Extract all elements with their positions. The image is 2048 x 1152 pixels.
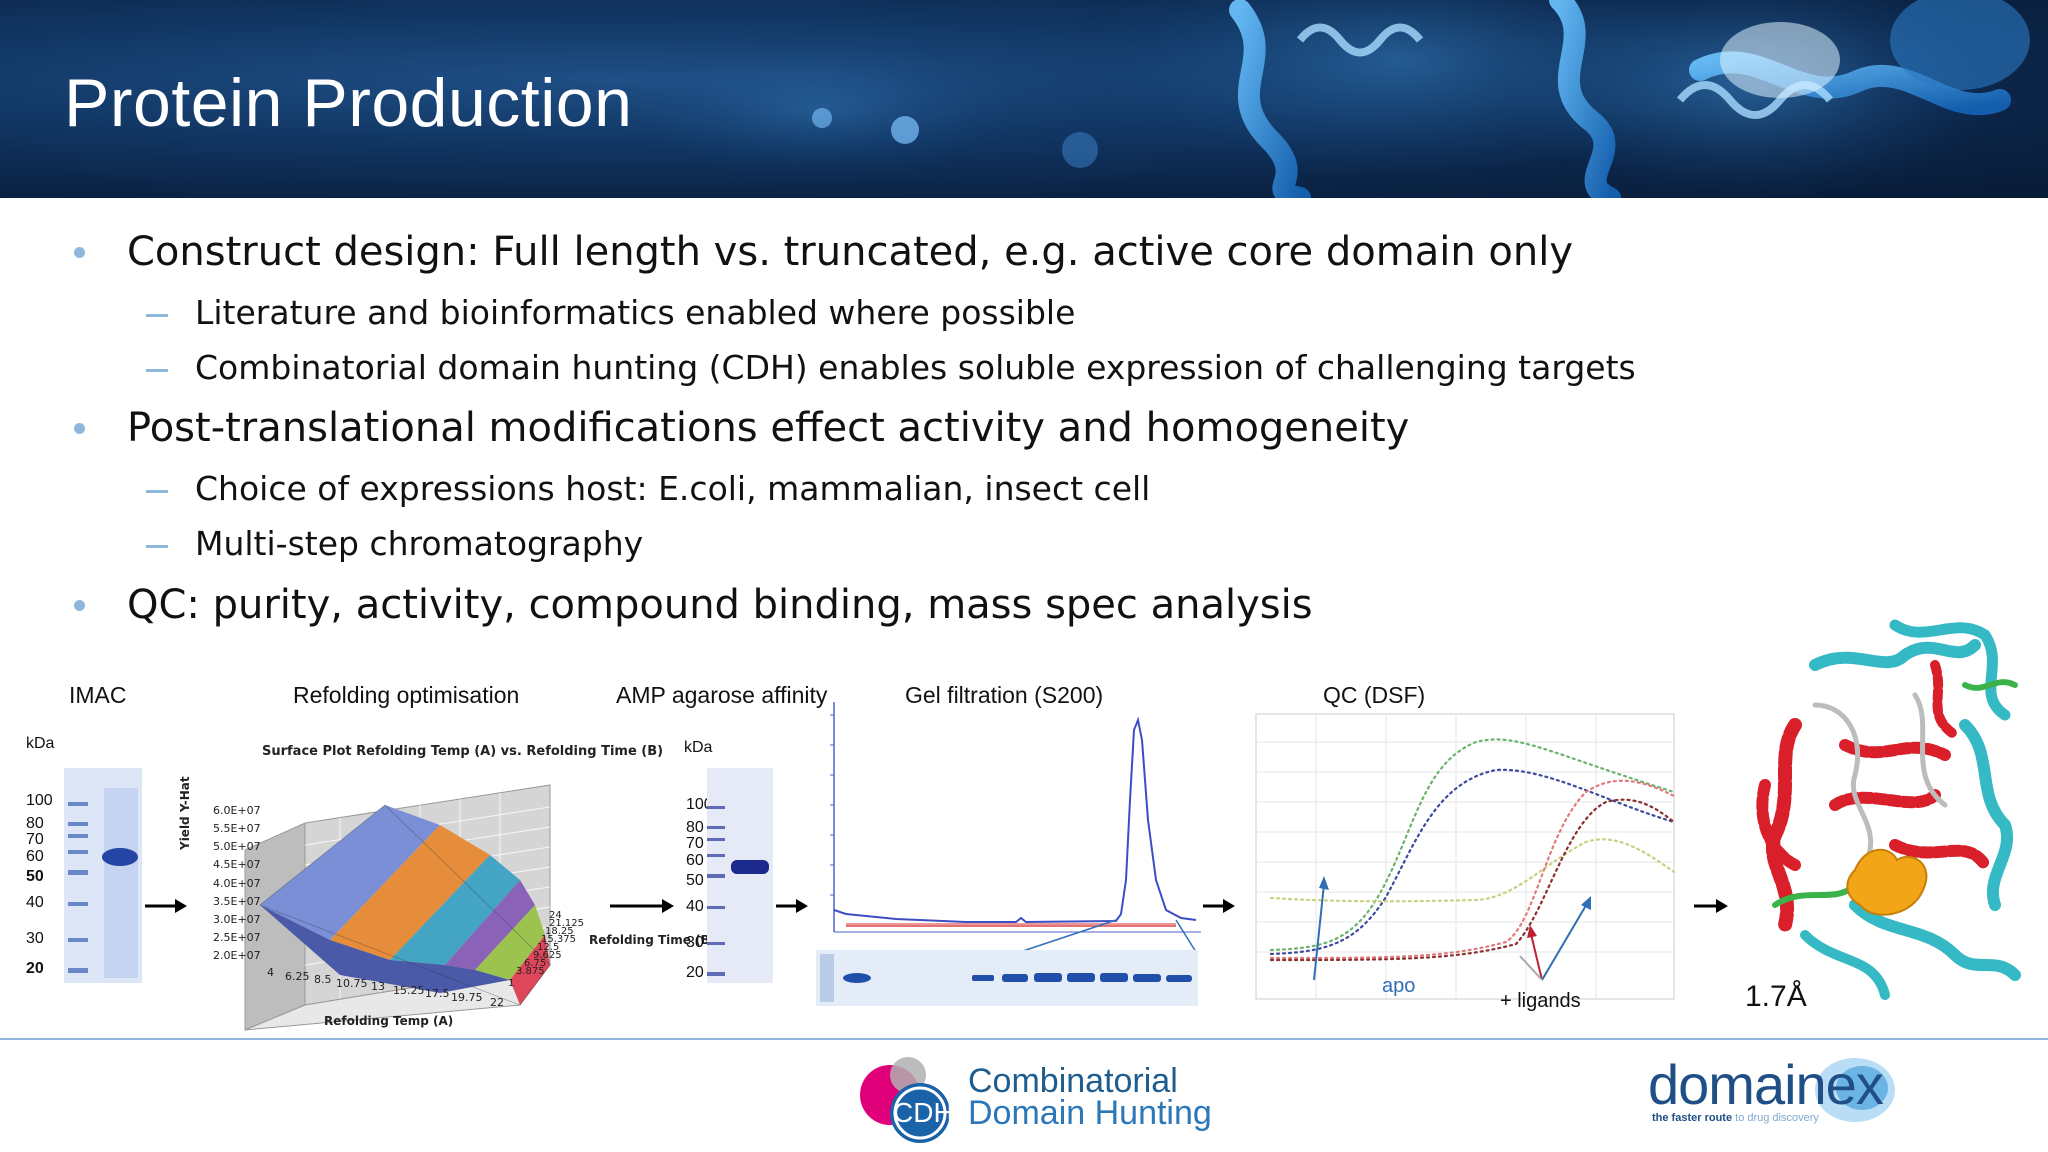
x-tick: 8.5 [314, 973, 332, 986]
x-tick: 6.25 [285, 970, 310, 983]
x-axis-label: Refolding Temp (A) [324, 1014, 454, 1028]
resolution-label: 1.7Å [1745, 980, 1807, 1013]
dsf-melt-curve-plot [1255, 713, 1676, 1000]
x-tick: 22 [490, 996, 504, 1009]
z-tick: 2.5E+07 [213, 931, 261, 944]
x-tick: 13 [371, 980, 385, 993]
imac-gel-unit: kDa [26, 735, 55, 752]
arrow-icon [776, 899, 808, 913]
protein-banner-image [620, 0, 2030, 198]
bullet-marker [74, 423, 85, 434]
y-tick: 15.375 [541, 934, 576, 945]
refolding-surface-plot [244, 784, 552, 1031]
y-tick: 3.875 [516, 966, 545, 977]
amp-marker: 30 [686, 934, 704, 951]
y-tick: 12.5 [537, 942, 560, 953]
imac-marker: 20 [26, 960, 44, 977]
domainex-logo: domainex [1648, 1053, 1884, 1116]
z-tick: 3.5E+07 [213, 895, 261, 908]
cdh-name-line2: Domain Hunting [968, 1094, 1212, 1132]
sub-bullet-marker [146, 545, 168, 548]
step-label-gel-filtration: Gel filtration (S200) [905, 682, 1104, 708]
y-axis-label: Refolding Time (B) [589, 933, 716, 947]
x-tick: 15.25 [393, 984, 425, 997]
amp-gel-image [707, 768, 773, 983]
imac-marker: 100 [26, 792, 53, 809]
arrow-icon [1203, 899, 1235, 913]
bullet-1-sub-1: Literature and bioinformatics enabled wh… [195, 293, 1076, 332]
z-tick: 5.5E+07 [213, 822, 261, 835]
sub-bullet-marker [146, 314, 168, 317]
y-tick: 6.75 [524, 958, 547, 969]
step-label-amp-agarose: AMP agarose affinity [616, 682, 828, 708]
y-tick: 18.25 [545, 926, 574, 937]
dsf-apo-label: apo [1382, 975, 1416, 997]
gel-filtration-chromatogram [816, 702, 1201, 1006]
imac-marker: 40 [26, 894, 44, 911]
imac-marker: 30 [26, 930, 44, 947]
amp-marker: 20 [686, 964, 704, 981]
tagline-part-a: the faster route [1652, 1112, 1733, 1124]
bullet-3: QC: purity, activity, compound binding, … [127, 582, 1313, 628]
sub-bullet-marker [146, 490, 168, 493]
cdh-name-line1: Combinatorial [968, 1062, 1178, 1100]
y-tick: 21.125 [549, 918, 584, 929]
amp-marker: 40 [686, 898, 704, 915]
arrow-icon [145, 899, 187, 913]
amp-gel-unit: kDa [684, 739, 713, 756]
amp-marker: 100 [686, 796, 713, 813]
imac-marker: 80 [26, 815, 44, 832]
bullet-1-sub-2: Combinatorial domain hunting (CDH) enabl… [195, 348, 1636, 387]
amp-marker: 60 [686, 852, 704, 869]
bullet-marker [74, 247, 85, 258]
y-tick: 24 [549, 910, 562, 921]
step-label-imac: IMAC [69, 682, 127, 708]
arrow-icon [1694, 899, 1728, 913]
footer-divider [0, 1038, 2048, 1040]
step-label-refolding: Refolding optimisation [293, 682, 520, 708]
y-tick: 9.625 [533, 950, 562, 961]
z-tick: 2.0E+07 [213, 949, 261, 962]
bullet-2: Post-translational modifications effect … [127, 405, 1410, 451]
y-tick: 1 [508, 978, 515, 989]
cdh-logo-text: CDH [893, 1097, 954, 1128]
imac-gel-image [64, 768, 142, 983]
z-tick: 4.0E+07 [213, 877, 261, 890]
z-tick: 6.0E+07 [213, 804, 261, 817]
bullet-1: Construct design: Full length vs. trunca… [127, 229, 1573, 275]
sub-bullet-marker [146, 369, 168, 372]
amp-marker: 80 [686, 819, 704, 836]
page-title: Protein Production [64, 65, 633, 141]
cdh-logo-icon [860, 1057, 950, 1143]
x-tick: 4 [267, 966, 274, 979]
refolding-plot-title: Surface Plot Refolding Temp (A) vs. Refo… [262, 744, 664, 759]
arrow-icon [610, 899, 674, 913]
z-tick: 3.0E+07 [213, 913, 261, 926]
step-label-qc-dsf: QC (DSF) [1323, 682, 1426, 708]
x-tick: 19.75 [451, 991, 483, 1004]
z-axis-label: Yield Y-Hat [178, 776, 192, 850]
imac-marker: 50 [26, 868, 44, 885]
dsf-ligands-label: + ligands [1500, 990, 1581, 1012]
header-banner: Protein Production [0, 0, 2048, 198]
imac-marker: 60 [26, 848, 44, 865]
z-tick: 4.5E+07 [213, 858, 261, 871]
amp-marker: 50 [686, 872, 704, 889]
bullet-2-sub-2: Multi-step chromatography [195, 524, 644, 563]
x-tick: 17.5 [425, 987, 450, 1000]
x-tick: 10.75 [336, 977, 368, 990]
domainex-logo-swirl [1815, 1058, 1895, 1122]
tagline-part-b: to drug discovery [1732, 1112, 1819, 1124]
z-tick: 5.0E+07 [213, 840, 261, 853]
domainex-tagline: the faster route to drug discovery [1652, 1112, 1819, 1124]
protein-crystal-structure-image [1756, 619, 2021, 1000]
imac-marker: 70 [26, 831, 44, 848]
amp-marker: 70 [686, 835, 704, 852]
bullet-marker [74, 600, 85, 611]
bullet-2-sub-1: Choice of expressions host: E.coli, mamm… [195, 469, 1151, 508]
